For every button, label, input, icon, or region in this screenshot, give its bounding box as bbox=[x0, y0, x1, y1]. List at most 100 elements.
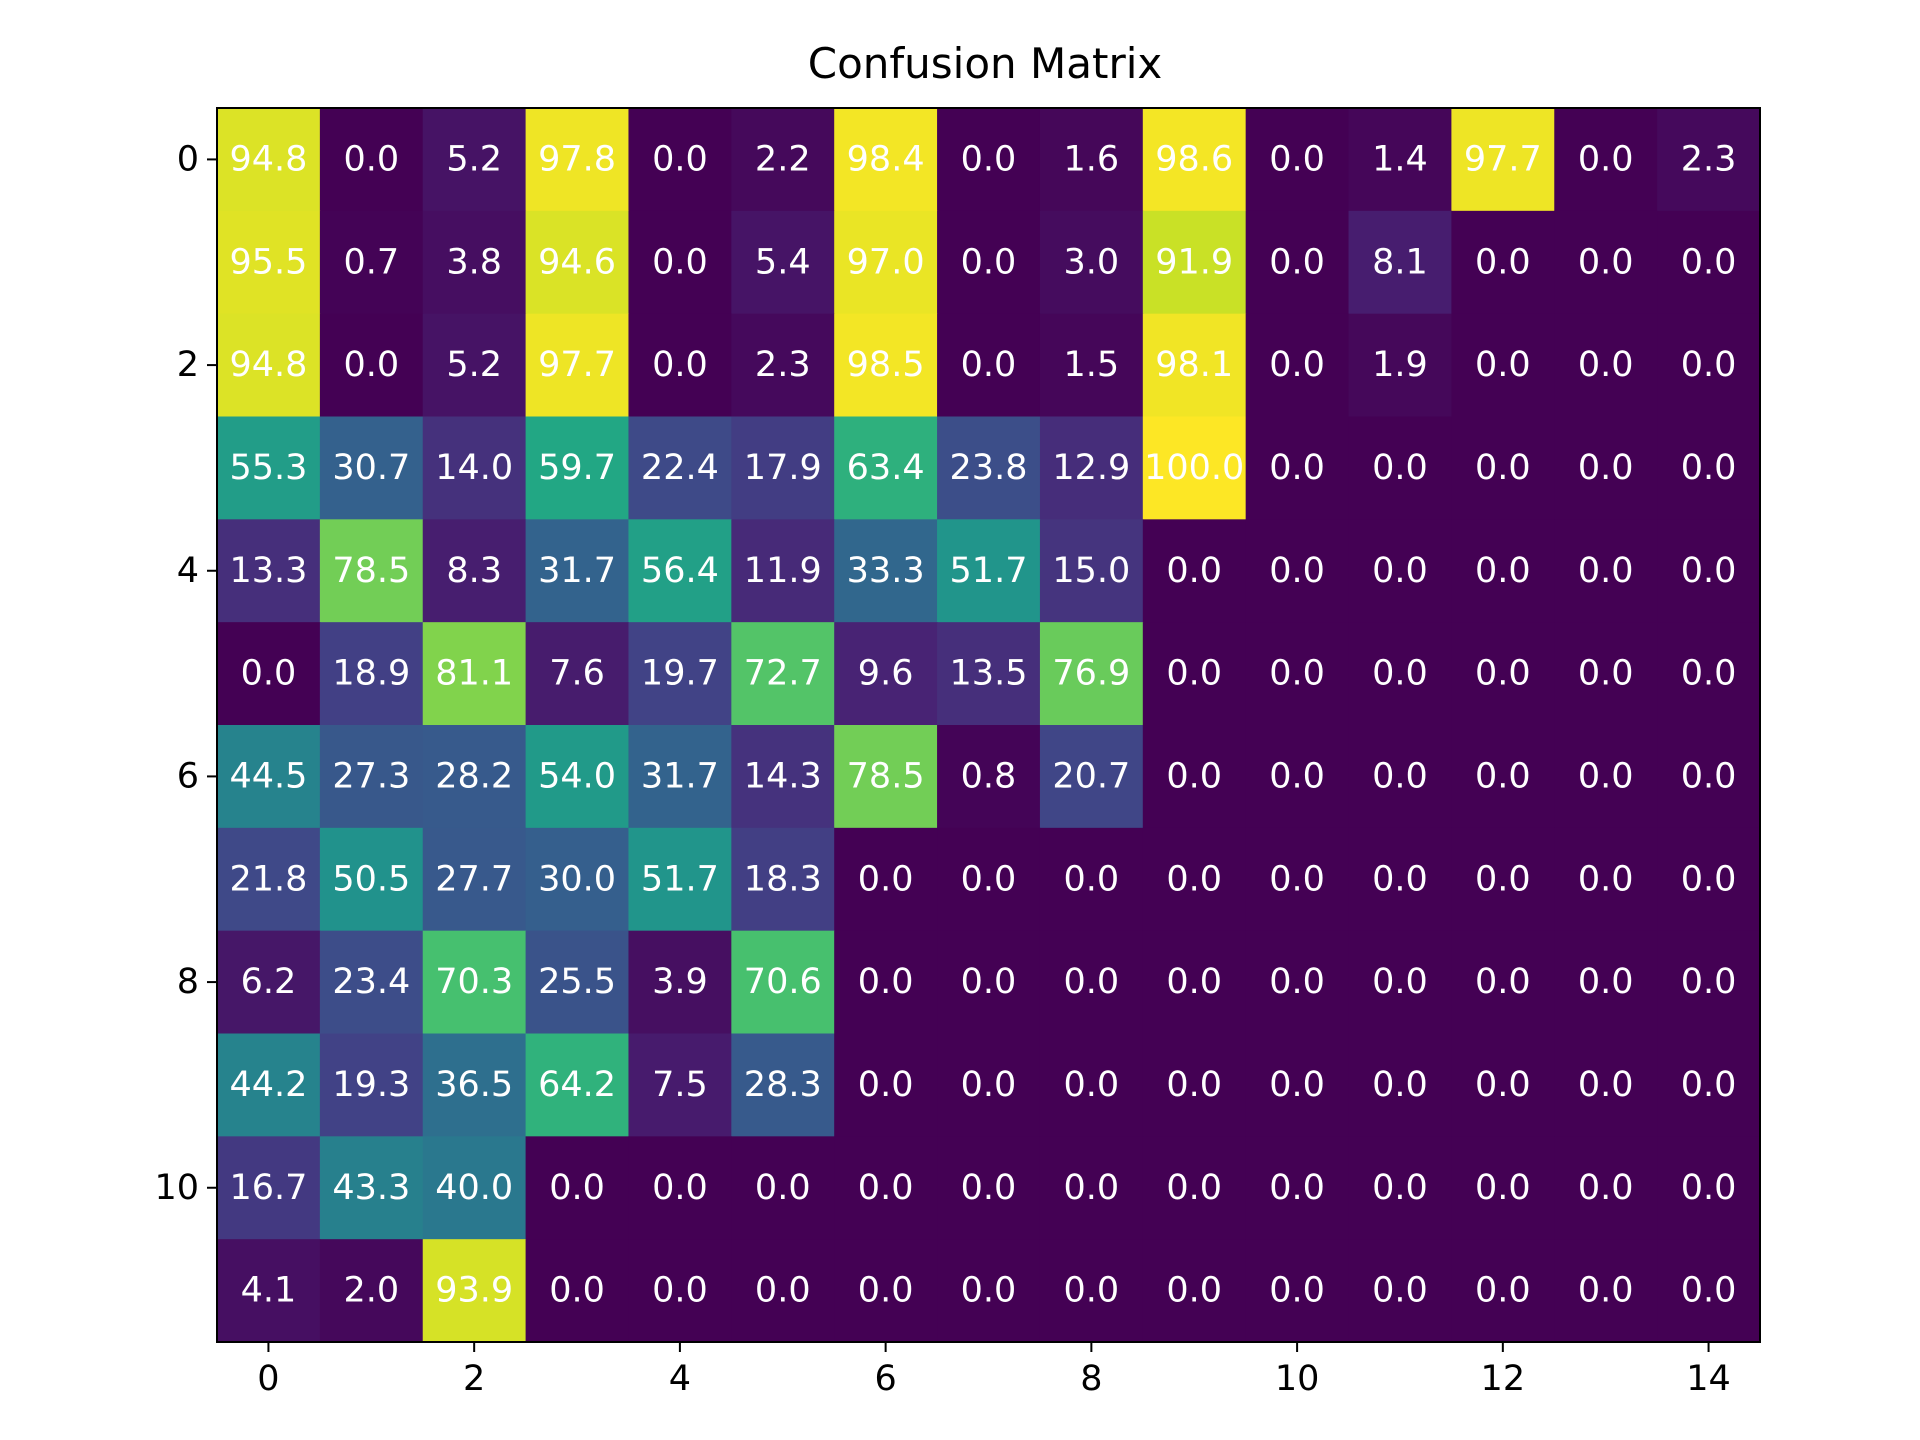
cell-value-r8-c1: 23.4 bbox=[332, 962, 410, 1002]
cell-value-r1-c13: 0.0 bbox=[1578, 242, 1634, 282]
cell-value-r5-c8: 76.9 bbox=[1052, 654, 1130, 694]
heatmap-cell-r3-c13 bbox=[1554, 416, 1658, 520]
heatmap-cell-r6-c4 bbox=[628, 725, 732, 829]
x-tick-label-0: 0 bbox=[257, 1359, 279, 1399]
cell-value-r11-c12: 0.0 bbox=[1475, 1271, 1531, 1311]
cell-value-r8-c3: 25.5 bbox=[538, 962, 616, 1002]
cell-value-r5-c11: 0.0 bbox=[1372, 654, 1428, 694]
cell-value-r5-c2: 81.1 bbox=[435, 654, 513, 694]
heatmap-cell-labels: 94.8 0.0 5.2 97.8 0.0 2.2 98.4 0.0 1.6 98.6 0.0 1.4… bbox=[229, 139, 1736, 1310]
heatmap-cell-r8-c1 bbox=[319, 930, 424, 1035]
y-tick-label-2: 2 bbox=[177, 345, 199, 385]
heatmap-cell-r0-c12 bbox=[1451, 108, 1555, 212]
cell-value-r10-c1: 43.3 bbox=[332, 1168, 410, 1208]
cell-value-r2-c11: 1.9 bbox=[1372, 345, 1428, 385]
heatmap-cell-r5-c1 bbox=[319, 622, 424, 726]
heatmap-cell-r7-c13 bbox=[1554, 827, 1658, 932]
cell-value-r7-c0: 21.8 bbox=[229, 859, 307, 899]
heatmap-cell-r7-c8 bbox=[1039, 827, 1144, 932]
heatmap-cell-r8-c11 bbox=[1348, 930, 1452, 1035]
heatmap-cell-r1-c2 bbox=[422, 210, 527, 315]
heatmap-cell-r5-c8 bbox=[1039, 622, 1144, 726]
heatmap-cell-r7-c6 bbox=[834, 827, 938, 932]
heatmap-cell-r8-c12 bbox=[1451, 930, 1555, 1035]
heatmap-cell-r9-c13 bbox=[1554, 1033, 1658, 1137]
cell-value-r6-c7: 0.8 bbox=[961, 756, 1017, 796]
heatmap-cell-r1-c13 bbox=[1554, 210, 1658, 315]
heatmap-cell-r2-c7 bbox=[937, 313, 1041, 418]
heatmap-cell-r11-c9 bbox=[1142, 1239, 1247, 1343]
cell-value-r5-c7: 13.5 bbox=[950, 654, 1028, 694]
heatmap-cell-r9-c9 bbox=[1142, 1033, 1247, 1137]
heatmap-cell-r10-c7 bbox=[937, 1136, 1041, 1240]
heatmap-cell-r5-c5 bbox=[731, 622, 835, 726]
heatmap-cell-r0-c9 bbox=[1142, 108, 1247, 212]
heatmap-cell-r4-c11 bbox=[1348, 519, 1452, 623]
heatmap-cell-r10-c4 bbox=[628, 1136, 732, 1240]
cell-value-r5-c5: 72.7 bbox=[744, 654, 822, 694]
heatmap-cell-r9-c12 bbox=[1451, 1033, 1555, 1137]
cell-value-r10-c3: 0.0 bbox=[549, 1168, 605, 1208]
cell-value-r8-c8: 0.0 bbox=[1064, 962, 1120, 1002]
heatmap-cell-r1-c8 bbox=[1039, 210, 1144, 315]
heatmap-cell-r8-c9 bbox=[1142, 930, 1247, 1035]
cell-value-r10-c10: 0.0 bbox=[1269, 1168, 1325, 1208]
cell-value-r5-c12: 0.0 bbox=[1475, 654, 1531, 694]
cell-value-r6-c5: 14.3 bbox=[744, 756, 822, 796]
heatmap-cell-r4-c10 bbox=[1245, 519, 1350, 623]
heatmap-cell-r9-c4 bbox=[628, 1033, 732, 1137]
cell-value-r8-c5: 70.6 bbox=[744, 962, 822, 1002]
cell-value-r8-c13: 0.0 bbox=[1578, 962, 1634, 1002]
heatmap-cell-r3-c7 bbox=[937, 416, 1041, 520]
heatmap-cell-r3-c2 bbox=[422, 416, 527, 520]
x-axis: 0 2 4 6 8 10 12 14 bbox=[257, 1342, 1731, 1399]
heatmap-cell-r7-c14 bbox=[1657, 827, 1761, 932]
cell-value-r8-c12: 0.0 bbox=[1475, 962, 1531, 1002]
heatmap-cell-r0-c11 bbox=[1348, 108, 1452, 212]
heatmap-cell-r6-c11 bbox=[1348, 725, 1452, 829]
heatmap-cell-r1-c4 bbox=[628, 210, 732, 315]
heatmap-cell-r11-c12 bbox=[1451, 1239, 1555, 1343]
x-tick-label-6: 6 bbox=[874, 1359, 896, 1399]
cell-value-r11-c0: 4.1 bbox=[241, 1271, 297, 1311]
heatmap-cell-r6-c2 bbox=[422, 725, 527, 829]
cell-value-r1-c0: 95.5 bbox=[229, 242, 307, 282]
cell-value-r0-c3: 97.8 bbox=[538, 139, 616, 179]
cell-value-r0-c6: 98.4 bbox=[847, 139, 925, 179]
cell-value-r0-c10: 0.0 bbox=[1269, 139, 1325, 179]
cell-value-r6-c4: 31.7 bbox=[641, 756, 719, 796]
y-axis: 0 2 4 6 8 10 bbox=[154, 139, 217, 1208]
cell-value-r5-c13: 0.0 bbox=[1578, 654, 1634, 694]
y-tick-label-0: 0 bbox=[177, 139, 199, 179]
heatmap-cell-r4-c5 bbox=[731, 519, 835, 623]
cell-value-r2-c14: 0.0 bbox=[1681, 345, 1737, 385]
heatmap-cell-r1-c3 bbox=[525, 210, 630, 315]
heatmap-cell-r3-c11 bbox=[1348, 416, 1452, 520]
cell-value-r4-c1: 78.5 bbox=[332, 551, 410, 591]
cell-value-r2-c0: 94.8 bbox=[229, 345, 307, 385]
cell-value-r0-c5: 2.2 bbox=[755, 139, 811, 179]
cell-value-r11-c6: 0.0 bbox=[858, 1271, 914, 1311]
cell-value-r7-c6: 0.0 bbox=[858, 859, 914, 899]
cell-value-r7-c8: 0.0 bbox=[1064, 859, 1120, 899]
cell-value-r10-c4: 0.0 bbox=[652, 1168, 708, 1208]
heatmap-cell-r9-c6 bbox=[834, 1033, 938, 1137]
heatmap-cell-r7-c4 bbox=[628, 827, 732, 932]
cell-value-r3-c8: 12.9 bbox=[1052, 448, 1130, 488]
heatmap-cell-r4-c12 bbox=[1451, 519, 1555, 623]
cell-value-r10-c14: 0.0 bbox=[1681, 1168, 1737, 1208]
heatmap-cell-r4-c14 bbox=[1657, 519, 1761, 623]
heatmap-cell-r5-c9 bbox=[1142, 622, 1247, 726]
cell-value-r1-c5: 5.4 bbox=[755, 242, 811, 282]
heatmap-cell-r0-c2 bbox=[422, 108, 527, 212]
heatmap-cell-r9-c2 bbox=[422, 1033, 527, 1137]
cell-value-r5-c0: 0.0 bbox=[241, 654, 297, 694]
heatmap-cell-r3-c6 bbox=[834, 416, 938, 520]
cell-value-r7-c5: 18.3 bbox=[744, 859, 822, 899]
heatmap-cell-r0-c4 bbox=[628, 108, 732, 212]
heatmap-cell-r3-c3 bbox=[525, 416, 630, 520]
heatmap-cell-r8-c0 bbox=[217, 930, 321, 1035]
heatmap-cell-r2-c0 bbox=[217, 313, 321, 418]
cell-value-r9-c2: 36.5 bbox=[435, 1065, 513, 1105]
heatmap-cell-r11-c7 bbox=[937, 1239, 1041, 1343]
